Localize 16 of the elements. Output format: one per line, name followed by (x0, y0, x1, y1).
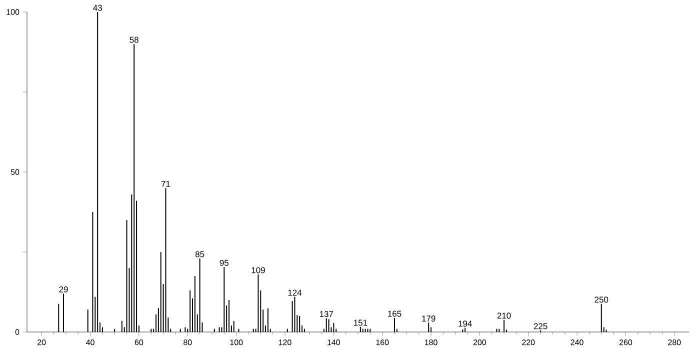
annotation: 95 (220, 260, 228, 266)
annotation: 225 (534, 323, 548, 330)
annotation: 179 (422, 316, 436, 322)
annotation: 58 (130, 36, 138, 43)
annotation: 71 (161, 180, 170, 187)
annotation: 165 (388, 310, 402, 317)
annotation: 124 (288, 290, 302, 296)
annotation: 109 (252, 267, 265, 274)
annotation: 43 (93, 4, 102, 11)
annotation: 85 (195, 251, 204, 258)
annotation: 137 (320, 311, 333, 318)
annotation: 210 (497, 312, 511, 319)
annotation: 151 (354, 320, 368, 326)
annotation: 194 (458, 320, 472, 327)
annotation: 29 (59, 286, 68, 292)
annotation: 250 (594, 296, 608, 303)
